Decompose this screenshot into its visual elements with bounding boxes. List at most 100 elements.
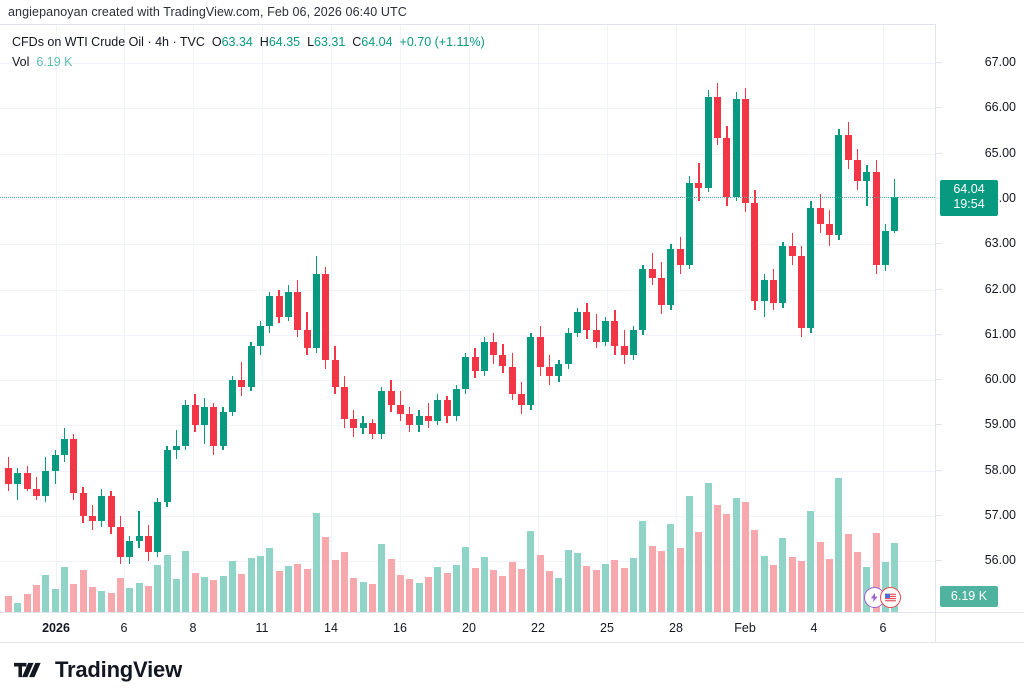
gridline-vertical xyxy=(400,25,401,613)
candle-body xyxy=(359,423,367,428)
footer-branding: TradingView xyxy=(14,652,182,688)
chart-status-badges[interactable] xyxy=(864,587,902,608)
legend-sep-1: · xyxy=(143,35,156,49)
gridline-horizontal xyxy=(0,244,935,246)
price-axis-tick-dash xyxy=(936,379,942,381)
candle-body xyxy=(98,495,106,521)
candle-body xyxy=(639,269,647,331)
time-axis-corner xyxy=(936,612,1024,643)
tradingview-logo-icon xyxy=(14,662,41,678)
volume-bar xyxy=(154,564,162,613)
gridline-vertical xyxy=(745,25,746,613)
volume-bar xyxy=(462,546,470,613)
volume-bar xyxy=(816,542,824,613)
gridline-horizontal xyxy=(0,198,935,200)
candle-body xyxy=(798,255,806,328)
volume-bar xyxy=(5,596,12,613)
volume-bar xyxy=(79,570,87,613)
candle-body xyxy=(303,330,311,349)
price-axis[interactable]: 64.04 19:54 6.19 K 67.00 66.00 65.00 64.00 6… xyxy=(936,24,1024,612)
candle-body xyxy=(135,536,143,541)
legend-exchange: TVC xyxy=(179,35,205,49)
candle-body xyxy=(434,400,442,421)
legend-interval[interactable]: 4h xyxy=(155,35,169,49)
candle-wick xyxy=(866,164,868,206)
volume-bar xyxy=(499,575,507,613)
candle-body xyxy=(779,246,787,304)
candle-body xyxy=(667,248,675,306)
candle-body xyxy=(210,407,218,446)
time-axis[interactable]: 2026 6 8 11 14 16 20 22 25 28 Feb 4 6 xyxy=(0,612,936,643)
time-axis-tick: 11 xyxy=(255,621,269,635)
candle-body xyxy=(714,96,722,138)
time-axis-tick: 28 xyxy=(669,621,683,635)
gridline-horizontal xyxy=(0,108,935,110)
volume-bar xyxy=(658,551,666,613)
volume-bar xyxy=(359,581,367,613)
volume-bar xyxy=(14,602,22,613)
candle-body xyxy=(742,99,750,204)
price-axis-tick-dash xyxy=(936,107,942,109)
candle-body xyxy=(835,135,843,236)
candle-body xyxy=(462,357,470,390)
price-axis-tick-dash xyxy=(936,515,942,516)
candle-wick xyxy=(427,402,429,428)
candle-body xyxy=(854,160,862,181)
volume-bar xyxy=(686,496,694,613)
candle-body xyxy=(182,405,190,446)
price-axis-tick: 65.00 xyxy=(984,145,1016,160)
candle-body xyxy=(620,346,628,356)
candle-body xyxy=(51,454,59,471)
candle-body xyxy=(154,502,162,553)
volume-bar xyxy=(312,512,320,613)
candle-body xyxy=(191,405,199,426)
candle-wick xyxy=(175,429,178,460)
candle-body xyxy=(490,341,498,356)
chart-pane[interactable]: CFDs on WTI Crude Oil · 4h · TVC O63.34 … xyxy=(0,24,936,613)
candle-body xyxy=(70,438,78,494)
volume-bar xyxy=(854,552,862,613)
candle-body xyxy=(228,380,236,412)
price-axis-tick: 63.00 xyxy=(984,236,1016,251)
legend-high-key: H xyxy=(259,35,269,49)
volume-bar xyxy=(714,505,722,613)
legend-open-value: 63.34 xyxy=(221,35,253,49)
price-axis-tick-dash xyxy=(936,62,942,63)
us-flag-icon[interactable] xyxy=(880,587,902,608)
candle-body xyxy=(116,527,124,557)
candle-body xyxy=(60,438,68,455)
price-axis-tick-dash xyxy=(936,288,942,290)
volume-bar xyxy=(247,557,255,613)
candle-wick xyxy=(698,162,700,202)
current-price-line xyxy=(0,197,935,199)
time-axis-tick: 16 xyxy=(393,621,407,635)
volume-bar xyxy=(452,564,460,613)
volume-bar xyxy=(275,571,283,613)
legend-close-key: C xyxy=(352,35,362,49)
legend-symbol[interactable]: CFDs on WTI Crude Oil xyxy=(12,35,144,49)
candle-body xyxy=(518,393,526,405)
candle-body xyxy=(415,416,423,426)
volume-bar xyxy=(331,560,339,613)
chart-overlays xyxy=(0,25,935,613)
candle-body xyxy=(275,296,283,317)
candle-body xyxy=(788,246,796,256)
volume-bar xyxy=(294,563,302,613)
price-axis-tick-dash xyxy=(936,152,942,154)
candle-body xyxy=(816,207,824,224)
candle-body xyxy=(648,269,656,279)
current-price-countdown: 19:54 xyxy=(953,197,985,212)
time-axis-tick: 14 xyxy=(324,621,338,635)
legend-volume-label: Vol xyxy=(12,55,30,70)
candle-body xyxy=(284,291,292,317)
candle-body xyxy=(107,495,115,528)
volume-bar xyxy=(723,514,731,613)
time-axis-tick: 6 xyxy=(120,621,128,635)
volume-bar xyxy=(23,593,31,613)
volume-bar xyxy=(32,584,40,613)
candle-wick xyxy=(138,511,140,548)
candle-body xyxy=(704,96,712,188)
gridline-vertical xyxy=(676,25,677,613)
volume-bar xyxy=(536,554,544,613)
volume-bar xyxy=(60,566,68,613)
